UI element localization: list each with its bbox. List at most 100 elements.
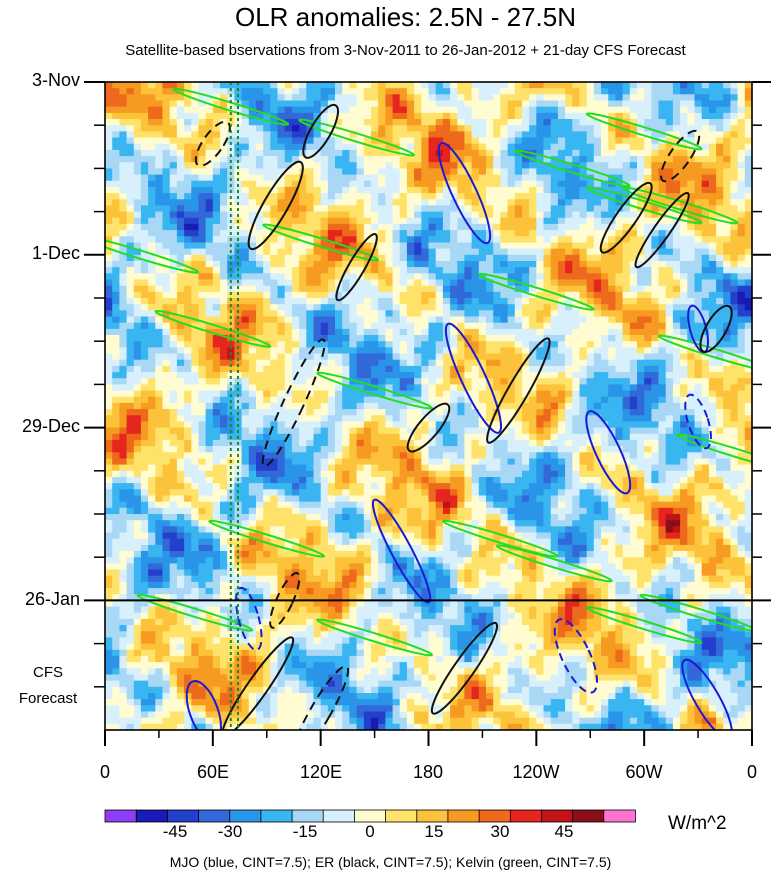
field-cell	[701, 353, 710, 361]
field-cell	[212, 131, 221, 139]
field-cell	[119, 328, 128, 336]
field-cell	[356, 421, 365, 429]
field-cell	[299, 100, 307, 108]
field-cell	[543, 94, 552, 102]
field-cell	[737, 415, 746, 423]
field-cell	[133, 211, 142, 219]
field-cell	[629, 149, 638, 157]
field-cell	[593, 100, 602, 108]
field-cell	[284, 112, 293, 120]
field-cell	[277, 168, 286, 176]
field-cell	[701, 119, 710, 126]
field-cell	[385, 273, 394, 281]
field-cell	[550, 341, 559, 348]
field-cell	[112, 94, 120, 102]
field-cell	[457, 186, 466, 194]
field-cell	[637, 143, 645, 151]
field-cell	[644, 378, 652, 385]
field-cell	[112, 162, 120, 169]
field-cell	[162, 119, 171, 126]
field-cell	[176, 304, 185, 311]
field-cell	[313, 236, 322, 244]
field-cell	[601, 372, 609, 379]
field-cell	[672, 168, 681, 176]
field-cell	[543, 415, 552, 423]
field-cell	[507, 396, 516, 404]
field-cell	[421, 193, 430, 200]
field-cell	[335, 353, 343, 361]
field-cell	[105, 193, 113, 200]
field-cell	[148, 100, 156, 108]
field-cell	[421, 100, 430, 108]
field-cell	[119, 149, 128, 157]
field-cell	[442, 137, 451, 145]
field-cell	[442, 125, 451, 132]
field-cell	[392, 242, 401, 250]
chart-subtitle: Satellite-based bservations from 3-Nov-2…	[125, 42, 686, 59]
field-cell	[105, 94, 113, 102]
field-cell	[428, 125, 437, 132]
field-cell	[629, 396, 638, 404]
field-cell	[550, 378, 559, 385]
field-cell	[227, 82, 235, 89]
field-cell	[586, 205, 595, 213]
field-cell	[744, 180, 752, 188]
field-cell	[277, 174, 286, 182]
field-cell	[313, 180, 322, 188]
field-cell	[126, 205, 135, 213]
field-cell	[241, 94, 250, 102]
field-cell	[284, 125, 293, 132]
field-cell	[572, 242, 581, 250]
field-cell	[730, 119, 739, 126]
field-cell	[342, 261, 350, 268]
field-cell	[205, 193, 214, 200]
field-cell	[133, 378, 142, 385]
field-cell	[629, 353, 638, 361]
field-cell	[140, 273, 149, 281]
field-cell	[536, 273, 545, 281]
field-cell	[493, 131, 501, 139]
field-cell	[615, 236, 624, 244]
field-cell	[723, 106, 731, 114]
field-cell	[637, 402, 645, 410]
field-cell	[672, 106, 681, 114]
field-cell	[687, 341, 696, 348]
field-cell	[543, 402, 552, 410]
field-cell	[256, 88, 264, 95]
field-cell	[155, 82, 164, 89]
field-cell	[557, 119, 566, 126]
field-cell	[148, 230, 156, 237]
field-cell	[637, 384, 645, 392]
field-cell	[716, 193, 724, 200]
field-cell	[708, 205, 717, 213]
field-cell	[744, 112, 752, 120]
field-cell	[672, 378, 681, 385]
field-cell	[730, 298, 739, 305]
field-cell	[593, 193, 602, 200]
field-cell	[536, 328, 545, 336]
field-cell	[457, 223, 466, 231]
field-cell	[414, 390, 422, 398]
field-cell	[399, 88, 408, 95]
field-cell	[536, 390, 545, 398]
field-cell	[586, 310, 595, 318]
field-cell	[363, 242, 372, 250]
field-cell	[220, 242, 228, 250]
field-cell	[241, 409, 250, 416]
field-cell	[349, 409, 358, 416]
field-cell	[270, 205, 279, 213]
field-cell	[701, 261, 710, 268]
field-cell	[105, 267, 113, 274]
field-cell	[248, 310, 257, 318]
field-cell	[421, 409, 430, 416]
field-cell	[191, 372, 200, 379]
field-cell	[672, 193, 681, 200]
field-cell	[119, 88, 128, 95]
field-cell	[277, 304, 286, 311]
field-cell	[608, 359, 616, 367]
field-cell	[687, 100, 696, 108]
field-cell	[320, 365, 329, 373]
field-cell	[665, 168, 674, 176]
field-cell	[162, 328, 171, 336]
field-cell	[716, 261, 724, 268]
